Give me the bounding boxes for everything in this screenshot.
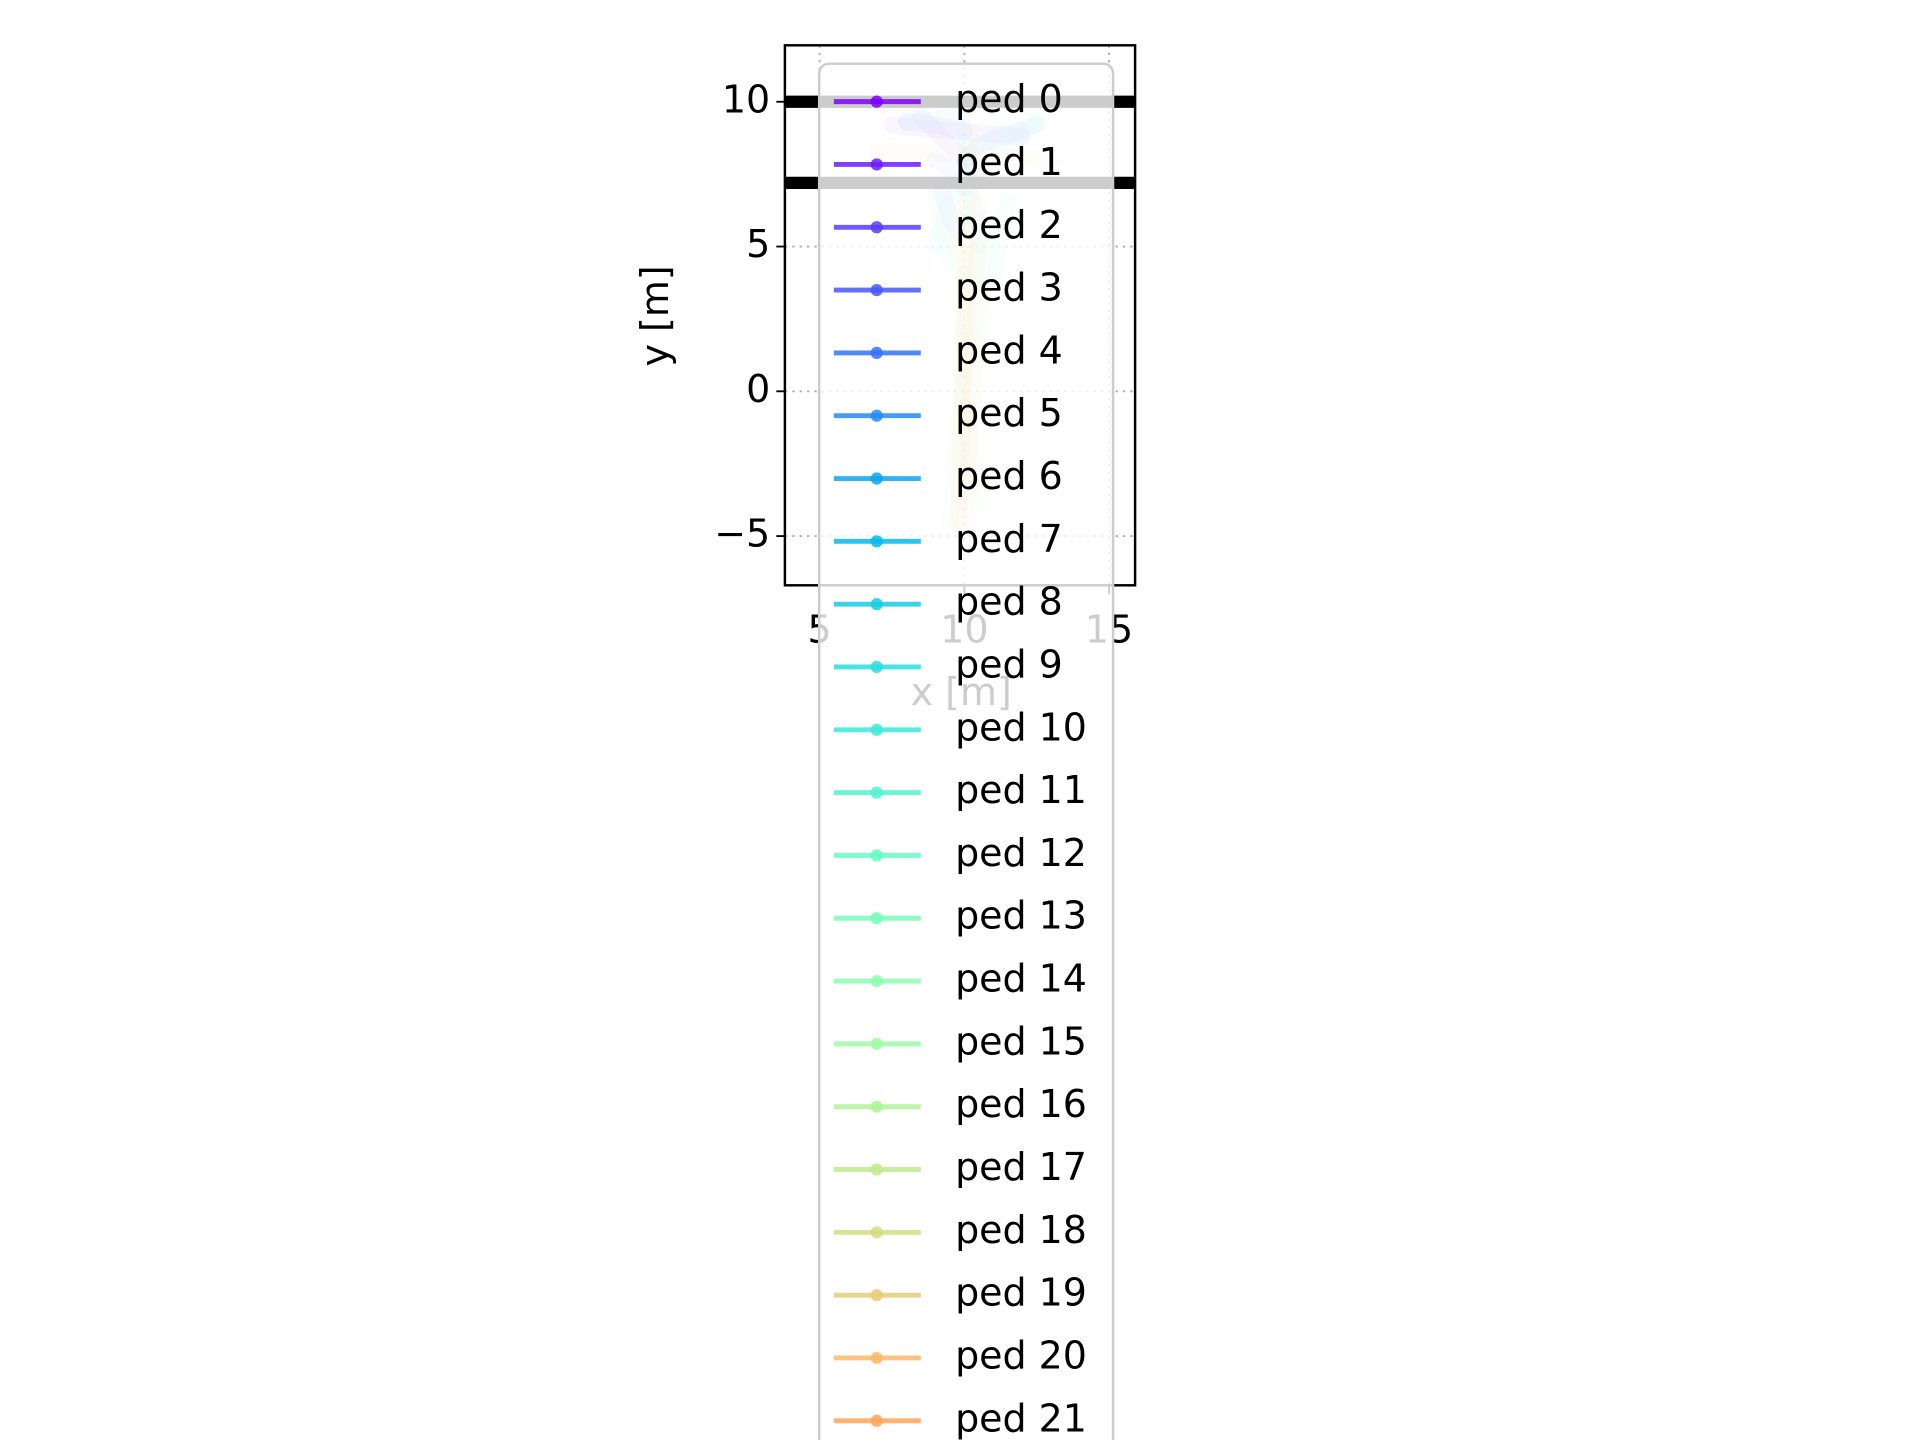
legend-label: ped 19 [955,1271,1087,1315]
legend-label: ped 11 [955,768,1087,812]
legend-label: ped 9 [955,642,1063,686]
legend-marker [870,1226,883,1239]
legend-marker [870,974,883,988]
legend-marker [870,346,883,360]
legend-marker [870,1351,883,1365]
legend-marker [870,912,883,925]
legend-label: ped 15 [955,1019,1087,1063]
legend-label: ped 4 [955,328,1063,372]
legend-marker [870,158,883,171]
legend-label: ped 14 [955,957,1087,1001]
legend-box [817,62,1115,1440]
legend-marker [870,1100,883,1113]
legend-marker [870,221,883,234]
legend-marker [870,598,883,611]
legend-marker [870,1163,883,1176]
legend-label: ped 13 [955,894,1087,938]
legend-label: ped 20 [955,1333,1087,1377]
legend-marker [870,1289,883,1302]
legend-marker [870,535,883,548]
legend-label: ped 18 [955,1208,1087,1252]
legend-label: ped 12 [955,831,1087,875]
legend-marker [870,1037,883,1050]
legend-marker [870,95,883,108]
y-axis-label: y [m] [633,265,677,366]
legend-marker [870,786,883,799]
legend-label: ped 1 [955,140,1063,184]
legend-marker [870,660,883,674]
legend-label: ped 8 [955,580,1063,624]
y-tick-label: 10 [722,77,770,121]
legend: ped 0 ped 1 ped 2 ped 3 ped 4 ped 5 ped 6 ped 7… [817,62,1115,1440]
legend-marker [870,723,883,736]
legend-marker [870,1414,883,1427]
legend-marker [870,283,883,297]
legend-label: ped 2 [955,203,1063,247]
legend-label: ped 5 [955,391,1063,435]
legend-label: ped 21 [955,1396,1087,1440]
y-tick-label: 5 [746,222,770,266]
legend-label: ped 10 [955,705,1087,749]
legend-marker [870,849,883,862]
legend-label: ped 17 [955,1145,1087,1189]
legend-marker [870,409,883,422]
legend-label: ped 0 [955,77,1063,121]
legend-label: ped 7 [955,517,1063,561]
legend-label: ped 3 [955,266,1063,310]
legend-marker [870,472,883,485]
y-tick-label: 0 [746,367,770,411]
y-tick-label: −5 [714,512,770,556]
legend-label: ped 16 [955,1082,1087,1126]
legend-label: ped 6 [955,454,1063,498]
